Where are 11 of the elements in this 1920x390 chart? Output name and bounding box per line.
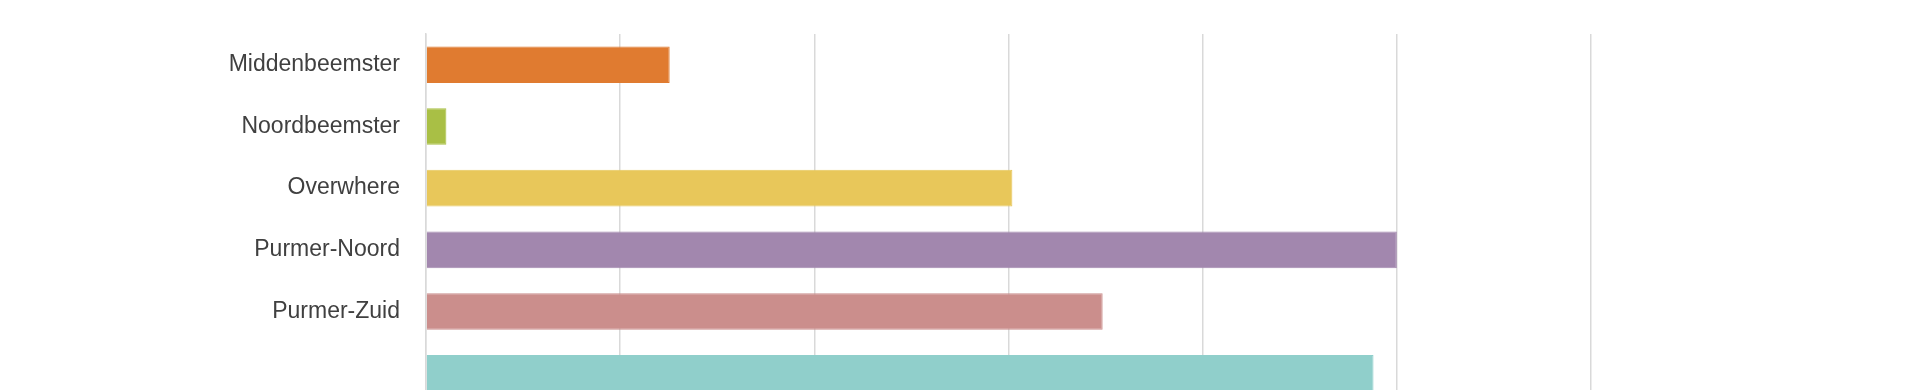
bar xyxy=(426,46,670,83)
y-tick-label: Middenbeemster xyxy=(228,50,401,77)
bar xyxy=(426,169,1013,207)
y-tick-label: Noordbeemster xyxy=(241,111,401,138)
y-tick-label: Purmer-Noord xyxy=(254,235,400,262)
bar xyxy=(426,108,447,145)
bar xyxy=(426,293,1103,330)
bar xyxy=(426,231,1397,269)
y-tick-label: Purmer-Zuid xyxy=(272,296,400,323)
bar xyxy=(426,355,1374,390)
y-tick-label: Overwhere xyxy=(287,173,400,200)
